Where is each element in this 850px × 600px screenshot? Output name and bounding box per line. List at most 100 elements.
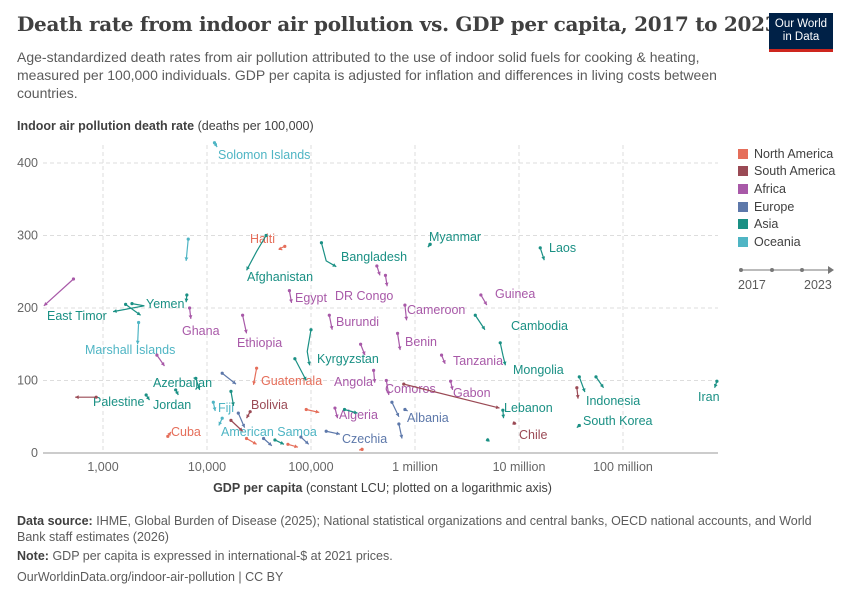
start-point-unlabeled xyxy=(304,407,308,412)
end-arrow-kyrgyzstan xyxy=(307,361,311,366)
country-label-ghana: Ghana xyxy=(182,324,220,338)
start-point-iran xyxy=(715,379,719,383)
country-label-dr-congo: DR Congo xyxy=(335,289,393,303)
end-arrow-angola xyxy=(372,379,377,383)
start-point-indonesia xyxy=(577,375,581,379)
end-arrow-unlabeled xyxy=(575,394,580,399)
end-arrow-unlabeled xyxy=(361,351,366,356)
country-label-chile: Chile xyxy=(519,428,548,442)
x-axis-title-bold: GDP per capita xyxy=(213,481,303,495)
end-arrow-unlabeled xyxy=(294,444,299,449)
end-arrow-afghanistan xyxy=(246,266,250,271)
start-point-jordan xyxy=(174,388,178,392)
y-tick-label: 200 xyxy=(17,301,38,315)
x-axis-title-unit: (constant LCU; plotted on a logarithmic … xyxy=(305,481,552,495)
start-point-afghanistan xyxy=(264,233,268,238)
end-arrow-unlabeled xyxy=(315,409,320,414)
start-point-egypt xyxy=(287,289,292,293)
start-point-cameroon xyxy=(403,303,407,307)
owid-logo[interactable]: Our World in Data xyxy=(769,13,833,52)
end-arrow-east-timor xyxy=(113,309,117,313)
legend-item-south-america[interactable]: South America xyxy=(738,163,835,181)
start-point-unlabeled xyxy=(359,342,363,346)
legend-item-oceania[interactable]: Oceania xyxy=(738,233,835,251)
end-arrow-benin xyxy=(397,346,402,351)
end-arrow-bolivia xyxy=(246,414,250,419)
start-point-kyrgyzstan xyxy=(309,328,313,332)
end-arrow-chile xyxy=(512,420,517,425)
end-arrow-guatemala xyxy=(252,381,257,385)
country-label-ethiopia: Ethiopia xyxy=(237,336,282,350)
timeline-start: 2017 xyxy=(738,278,766,292)
country-label-mongolia: Mongolia xyxy=(513,363,564,377)
end-arrow-ghana xyxy=(188,315,193,319)
legend-swatch xyxy=(738,201,748,212)
end-arrow-unlabeled xyxy=(241,423,245,428)
end-arrow-ethiopia xyxy=(243,329,248,334)
start-point-ethiopia xyxy=(241,313,245,317)
end-arrow-unlabeled xyxy=(267,441,272,446)
country-label-lebanon: Lebanon xyxy=(504,401,553,415)
y-tick-label: 100 xyxy=(17,374,38,388)
start-point-unlabeled xyxy=(261,436,266,441)
start-point-comoros xyxy=(384,378,388,383)
end-arrow-fiji xyxy=(212,407,217,411)
country-label-iran: Iran xyxy=(698,390,720,404)
start-point-unlabeled xyxy=(229,418,233,422)
legend-swatch xyxy=(738,236,748,247)
note-label: Note: xyxy=(17,549,49,563)
start-point-haiti xyxy=(283,244,287,248)
end-arrow-comoros xyxy=(386,391,391,395)
legend-item-africa[interactable]: Africa xyxy=(738,180,835,198)
legend-item-europe[interactable]: Europe xyxy=(738,198,835,216)
source-url[interactable]: OurWorldinData.org/indoor-air-pollution … xyxy=(17,570,284,584)
legend-swatch xyxy=(738,219,748,230)
start-point-unlabeled xyxy=(293,357,297,361)
x-tick-label: 100 million xyxy=(593,460,653,474)
start-point-ghana xyxy=(187,306,192,310)
end-arrow-solomon-islands xyxy=(213,143,218,148)
trajectory-unlabeled xyxy=(43,278,74,307)
start-point-solomon-islands xyxy=(212,141,217,145)
country-label-egypt: Egypt xyxy=(295,291,327,305)
data-source: Data source: IHME, Global Burden of Dise… xyxy=(17,513,827,545)
end-arrow-unlabeled xyxy=(384,282,389,287)
start-point-azerbaijan xyxy=(194,376,198,380)
country-label-burundi: Burundi xyxy=(336,315,379,329)
country-label-azerbaijan: Azerbaijan xyxy=(153,376,212,390)
end-arrow-unlabeled xyxy=(304,440,309,445)
end-arrow-unlabeled xyxy=(75,395,79,400)
y-tick-label: 400 xyxy=(17,156,38,170)
trajectory-bangladesh xyxy=(320,242,337,268)
legend-item-north-america[interactable]: North America xyxy=(738,145,835,163)
end-arrow-iran xyxy=(713,383,718,388)
end-arrow-unlabeled xyxy=(302,376,307,381)
legend-label: North America xyxy=(754,146,834,161)
legend-item-asia[interactable]: Asia xyxy=(738,215,835,233)
trajectory-afghanistan xyxy=(246,235,267,271)
start-point-unlabeled xyxy=(286,442,290,446)
legend-label: Oceania xyxy=(754,234,801,249)
start-point-mongolia xyxy=(498,341,502,345)
end-arrow-south-korea xyxy=(576,423,581,428)
end-arrow-palestine xyxy=(145,396,150,401)
end-arrow-lebanon xyxy=(501,414,506,419)
country-label-fiji: Fiji xyxy=(218,401,234,415)
end-arrow-unlabeled xyxy=(43,302,48,306)
start-point-unlabeled xyxy=(186,237,190,241)
end-arrow-tanzania xyxy=(442,359,446,364)
country-label-czechia: Czechia xyxy=(342,432,387,446)
country-label-cuba: Cuba xyxy=(171,425,201,439)
end-arrow-cuba xyxy=(167,431,171,436)
start-point-unlabeled xyxy=(390,400,394,404)
start-point-tanzania xyxy=(439,353,444,357)
country-label-marshall-islands: Marshall Islands xyxy=(85,343,175,357)
data-source-label: Data source: xyxy=(17,514,93,528)
chart-subtitle: Age-standardized death rates from air po… xyxy=(17,49,717,101)
x-axis-title: GDP per capita (constant LCU; plotted on… xyxy=(0,481,765,495)
x-tick-label: 100,000 xyxy=(288,460,333,474)
trajectory-east-timor xyxy=(112,303,145,313)
end-arrow-unlabeled xyxy=(232,380,236,385)
timeline-arrow-icon xyxy=(739,266,834,274)
